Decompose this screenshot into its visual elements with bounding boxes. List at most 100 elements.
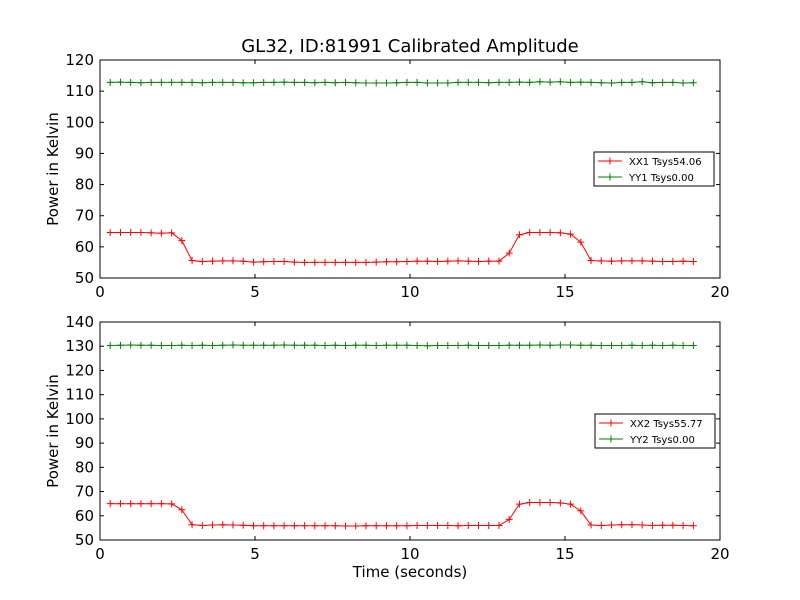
y-tick-label: 100 bbox=[65, 113, 94, 131]
data-point bbox=[505, 515, 513, 523]
data-point bbox=[249, 258, 257, 266]
data-point bbox=[382, 522, 390, 530]
data-point bbox=[137, 500, 145, 508]
data-point bbox=[413, 341, 421, 349]
data-point bbox=[382, 341, 390, 349]
data-point bbox=[362, 258, 370, 266]
data-point bbox=[495, 78, 503, 86]
data-point bbox=[239, 341, 247, 349]
data-point bbox=[260, 522, 268, 530]
data-point bbox=[372, 341, 380, 349]
data-point bbox=[495, 521, 503, 529]
data-point bbox=[382, 79, 390, 87]
data-point bbox=[321, 78, 329, 86]
data-point bbox=[311, 341, 319, 349]
data-point bbox=[219, 521, 227, 529]
data-point bbox=[290, 78, 298, 86]
data-point bbox=[608, 521, 615, 529]
data-point bbox=[638, 78, 646, 86]
data-point bbox=[393, 341, 401, 349]
data-point bbox=[188, 521, 196, 529]
data-point bbox=[321, 522, 329, 530]
series-line bbox=[110, 81, 694, 84]
data-point bbox=[608, 257, 615, 265]
data-point bbox=[352, 341, 360, 349]
legend-label: YY2 Tsys0.00 bbox=[629, 435, 695, 446]
data-point bbox=[556, 229, 564, 237]
data-point bbox=[249, 79, 257, 87]
data-point bbox=[659, 78, 667, 86]
data-point bbox=[219, 78, 227, 86]
series-1 bbox=[106, 498, 697, 530]
data-point bbox=[239, 79, 247, 87]
data-point bbox=[556, 78, 564, 86]
data-point bbox=[403, 257, 411, 265]
data-point bbox=[137, 79, 145, 87]
data-point bbox=[608, 341, 615, 349]
data-point bbox=[393, 522, 401, 530]
legend: XX1 Tsys54.06 YY1 Tsys0.00 bbox=[593, 151, 715, 187]
data-point bbox=[526, 229, 534, 237]
y-tick-label: 110 bbox=[65, 386, 94, 404]
series-2 bbox=[106, 78, 697, 87]
data-point bbox=[475, 78, 483, 86]
y-tick-label: 50 bbox=[75, 269, 94, 287]
series-line bbox=[110, 502, 694, 527]
data-point bbox=[393, 79, 401, 87]
legend-marker bbox=[606, 173, 614, 181]
data-point bbox=[178, 506, 186, 514]
data-point bbox=[342, 522, 350, 530]
data-point bbox=[669, 341, 677, 349]
data-point bbox=[137, 229, 145, 237]
data-point bbox=[515, 78, 523, 86]
data-point bbox=[321, 258, 329, 266]
data-point bbox=[372, 79, 380, 87]
data-point bbox=[393, 258, 401, 266]
data-point bbox=[689, 257, 697, 265]
data-point bbox=[587, 521, 595, 529]
data-point bbox=[209, 78, 217, 86]
y-tick-label: 90 bbox=[75, 434, 94, 452]
data-point bbox=[290, 522, 298, 530]
data-point bbox=[106, 500, 114, 508]
data-point bbox=[567, 230, 575, 238]
data-point bbox=[157, 341, 165, 349]
data-point bbox=[689, 341, 697, 349]
data-point bbox=[249, 341, 257, 349]
data-point bbox=[577, 238, 585, 246]
data-point bbox=[454, 522, 462, 530]
data-point bbox=[270, 341, 278, 349]
data-point bbox=[669, 521, 677, 529]
data-point bbox=[505, 249, 513, 257]
data-point bbox=[648, 79, 656, 87]
data-point bbox=[679, 521, 687, 529]
data-point bbox=[597, 79, 605, 87]
data-point bbox=[444, 79, 452, 87]
y-tick-label: 110 bbox=[65, 82, 94, 100]
y-tick-label: 60 bbox=[75, 238, 94, 256]
y-tick-label: 100 bbox=[65, 410, 94, 428]
data-point bbox=[168, 78, 176, 86]
data-point bbox=[618, 78, 626, 86]
data-point bbox=[229, 257, 237, 265]
data-point bbox=[342, 341, 350, 349]
data-point bbox=[648, 257, 656, 265]
data-point bbox=[434, 257, 442, 265]
data-point bbox=[311, 79, 319, 87]
data-point bbox=[209, 257, 217, 265]
y-tick-label: 80 bbox=[75, 176, 94, 194]
data-point bbox=[526, 498, 534, 506]
data-point bbox=[157, 78, 165, 86]
legend-label: XX2 Tsys55.77 bbox=[630, 419, 703, 430]
data-point bbox=[219, 257, 227, 265]
x-tick-label: 20 bbox=[710, 283, 729, 301]
data-point bbox=[413, 257, 421, 265]
data-point bbox=[638, 521, 646, 529]
data-point bbox=[669, 78, 677, 86]
legend-box bbox=[593, 151, 715, 187]
data-point bbox=[301, 341, 309, 349]
data-point bbox=[515, 231, 523, 239]
data-point bbox=[648, 521, 656, 529]
legend-box bbox=[594, 413, 716, 449]
series-line bbox=[110, 344, 694, 347]
